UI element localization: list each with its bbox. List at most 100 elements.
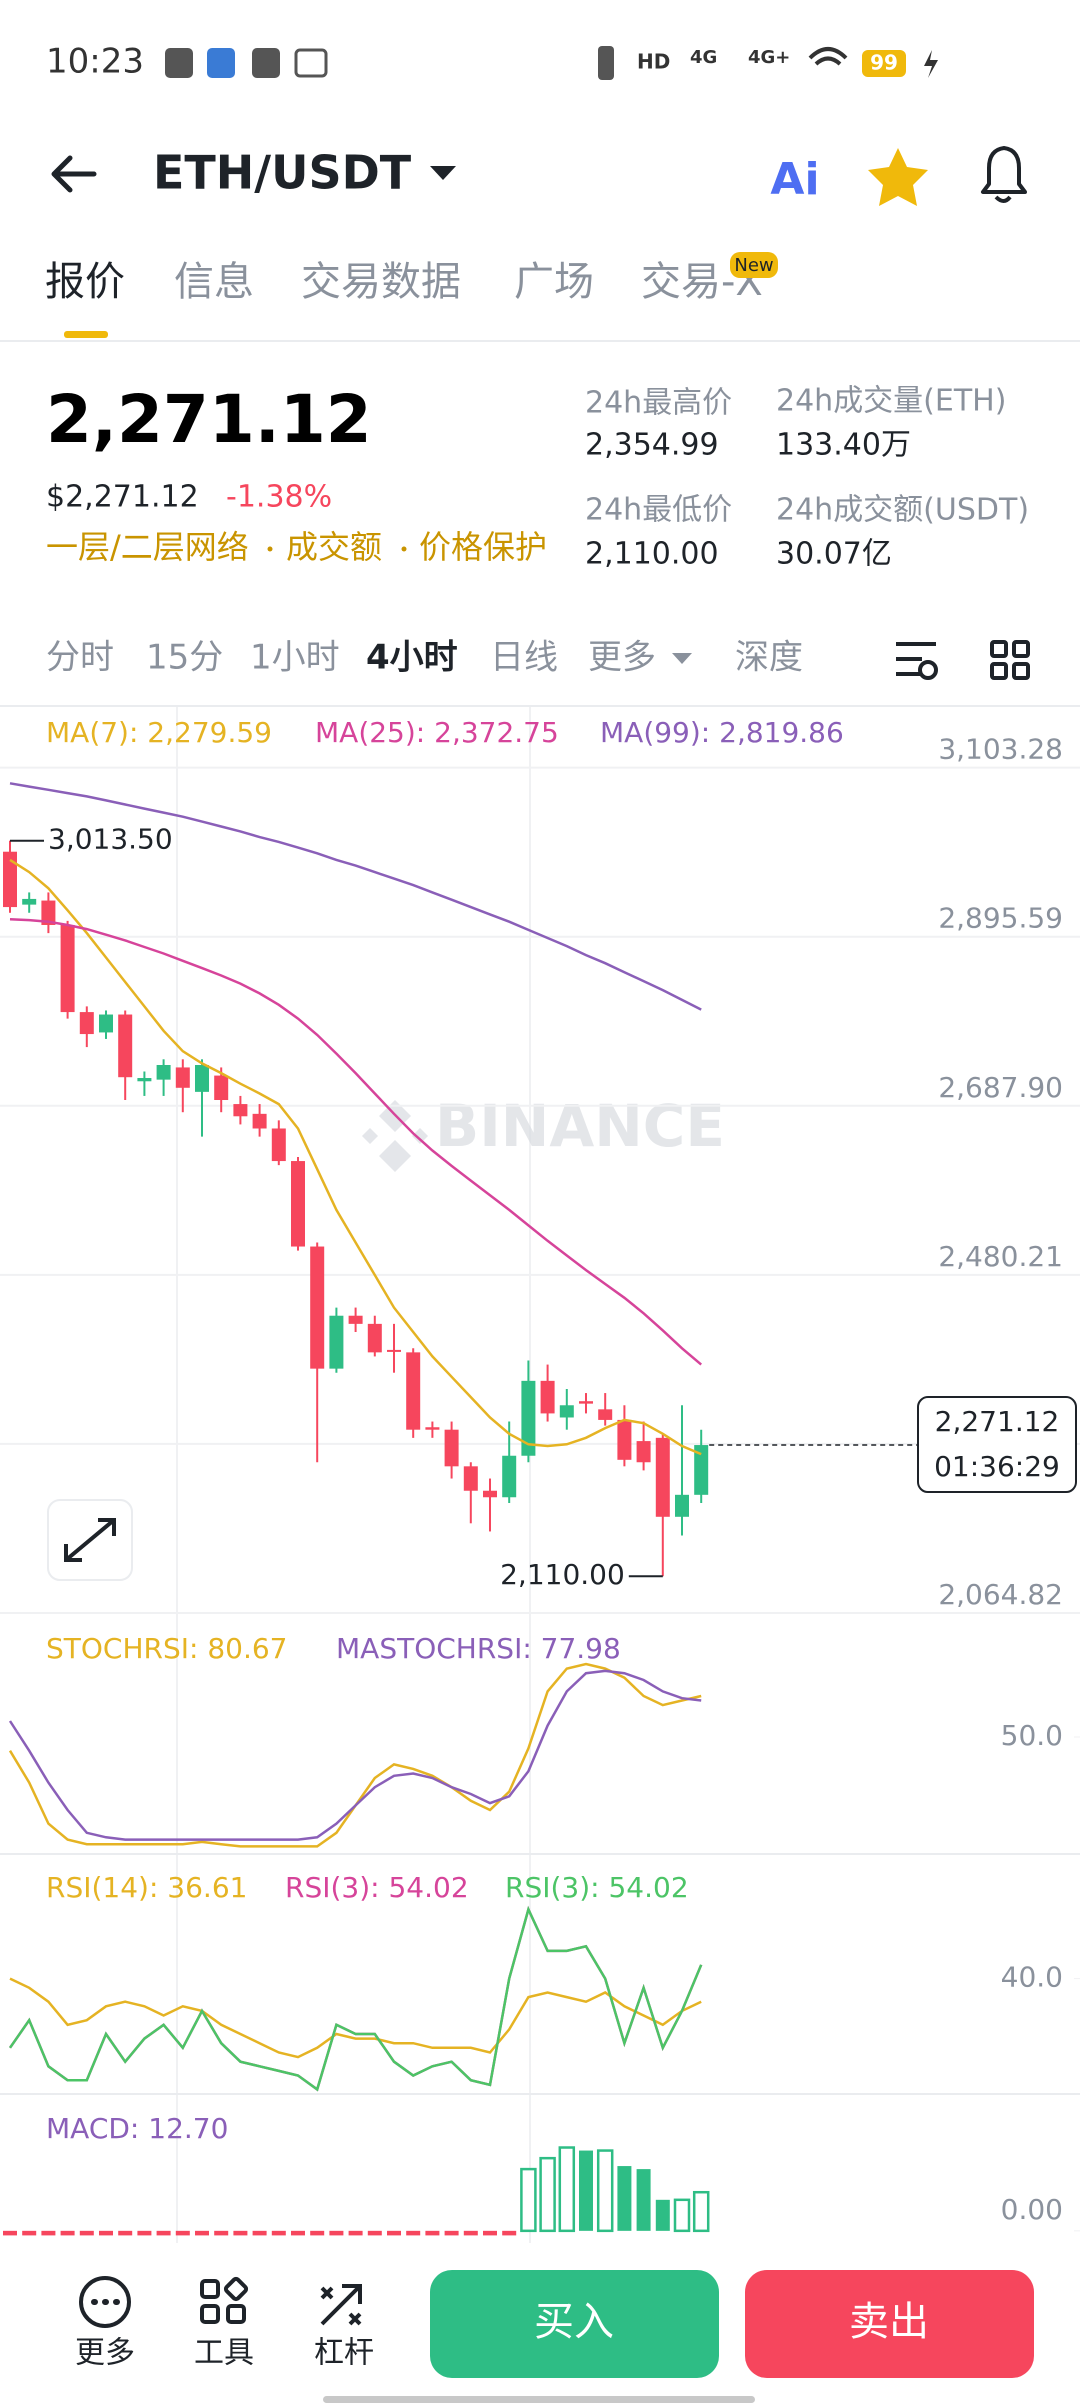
charging-icon [924, 50, 938, 78]
tools-icon[interactable] [200, 2276, 249, 2324]
candle-body [175, 1067, 190, 1088]
y-tick-label: 2,895.59 [938, 902, 1063, 935]
candle-body [3, 851, 17, 908]
sell-label[interactable]: 卖出 [849, 2299, 929, 2345]
interval[interactable]: 更多 [588, 638, 656, 678]
candle-body [463, 1466, 478, 1491]
candle-body [99, 1014, 113, 1033]
macd-bar [673, 2198, 691, 2233]
candle-body [22, 898, 37, 905]
interval[interactable]: 分时 [46, 638, 114, 678]
candle-body [60, 924, 75, 1013]
stat-label: 24h成交额(USDT) [776, 493, 1029, 528]
macd-bar [310, 2230, 325, 2236]
nav-label[interactable]: 杠杆 [314, 2336, 374, 2371]
legend-entry: MACD: 12.70 [46, 2112, 228, 2145]
low-label: 2,110.00 [500, 1558, 625, 1591]
candle-body [694, 1445, 709, 1495]
macd-bar [387, 2230, 401, 2236]
interval[interactable]: 1小时 [250, 638, 340, 678]
stat-label: 24h成交量(ETH) [776, 384, 1006, 419]
ma-line [9, 918, 703, 1366]
macd-bar [60, 2230, 75, 2236]
macd-bar [252, 2230, 267, 2236]
divider [0, 340, 1080, 342]
tab[interactable]: 信息 [174, 259, 254, 305]
legend-entry: MA(7): 2,279.59 [46, 716, 272, 749]
high-label: 3,013.50 [48, 823, 173, 856]
candle-body [310, 1246, 325, 1369]
candle-body [118, 1014, 133, 1078]
status-indicator: HD [637, 50, 670, 74]
tab-underline [64, 331, 108, 338]
macd-bar [617, 2166, 632, 2231]
candle-body [579, 1401, 593, 1404]
candle-body [675, 1494, 689, 1517]
status-indicator: 4G+ [748, 47, 790, 68]
macd-bar [233, 2230, 248, 2236]
indicator-line [8, 1905, 703, 2092]
notification-button[interactable] [981, 146, 1027, 203]
y-tick-label: 50.0 [1001, 1719, 1063, 1752]
stat-label: 24h最高价 [585, 386, 732, 421]
legend-entry: MASTOCHRSI: 77.98 [336, 1632, 621, 1665]
buy-button[interactable] [430, 2270, 719, 2378]
y-tick-label: 2,687.90 [938, 1071, 1063, 1104]
candle-body [406, 1352, 421, 1430]
tag-link[interactable]: 成交额 [286, 528, 382, 566]
more-icon[interactable] [79, 2276, 131, 2328]
tab[interactable]: 报价 [45, 259, 125, 305]
battery-level: 99 [870, 51, 898, 75]
tag-link[interactable]: 一层/二层网络 [46, 528, 249, 566]
leverage-icon[interactable] [320, 2284, 362, 2326]
interval-active[interactable]: 4小时 [366, 638, 458, 678]
candle-body [41, 900, 56, 925]
interval[interactable]: 15分 [146, 638, 223, 678]
layout-button[interactable] [990, 640, 1030, 680]
y-tick-label: 2,064.82 [938, 1578, 1063, 1611]
watermark-logo [362, 1100, 428, 1172]
candle-body [156, 1064, 171, 1080]
pair-title[interactable]: ETH/USDT [153, 146, 412, 200]
candle-body [252, 1113, 267, 1129]
tab[interactable]: 广场 [514, 259, 594, 305]
macd-bar [156, 2230, 171, 2236]
candle-body [655, 1437, 670, 1517]
pair-dropdown[interactable] [430, 166, 456, 180]
macd-bar [271, 2230, 286, 2236]
nav-label[interactable]: 工具 [194, 2336, 254, 2371]
indicator-settings[interactable] [896, 642, 938, 680]
back-button[interactable] [51, 155, 97, 193]
macd-bar [22, 2230, 37, 2236]
candle-body [521, 1380, 536, 1456]
candle-body [636, 1441, 651, 1463]
stat-label: 24h最低价 [585, 493, 732, 528]
favorite-button[interactable] [868, 148, 928, 206]
legend-entry: STOCHRSI: 80.67 [46, 1632, 288, 1665]
interval[interactable]: 日线 [490, 638, 558, 678]
tag-link[interactable]: 价格保护 [419, 528, 547, 566]
macd-bar [348, 2230, 363, 2236]
buy-label[interactable]: 买入 [534, 2299, 614, 2345]
indicator-line [8, 1662, 702, 1848]
status-icon [207, 48, 235, 78]
macd-bar [79, 2230, 94, 2236]
candle-body [617, 1419, 632, 1460]
macd-bar [520, 2167, 537, 2233]
watermark: BINANCE [435, 1092, 725, 1160]
nav-label[interactable]: 更多 [75, 2336, 135, 2371]
vibrate-icon [598, 46, 614, 80]
new-badge [730, 252, 778, 278]
interval[interactable]: 深度 [735, 638, 803, 678]
more-dropdown[interactable] [672, 653, 692, 664]
sell-button[interactable] [745, 2270, 1034, 2378]
ma-line [9, 782, 702, 1011]
ai-button[interactable]: Ai [770, 154, 819, 205]
tab[interactable]: 交易数据 [301, 259, 461, 305]
macd-bar [118, 2230, 133, 2236]
candle-body [502, 1455, 517, 1498]
status-indicator: 4G [690, 47, 717, 68]
macd-bar [558, 2146, 576, 2233]
indicator-line [9, 1977, 702, 2059]
macd-bar [291, 2230, 305, 2236]
